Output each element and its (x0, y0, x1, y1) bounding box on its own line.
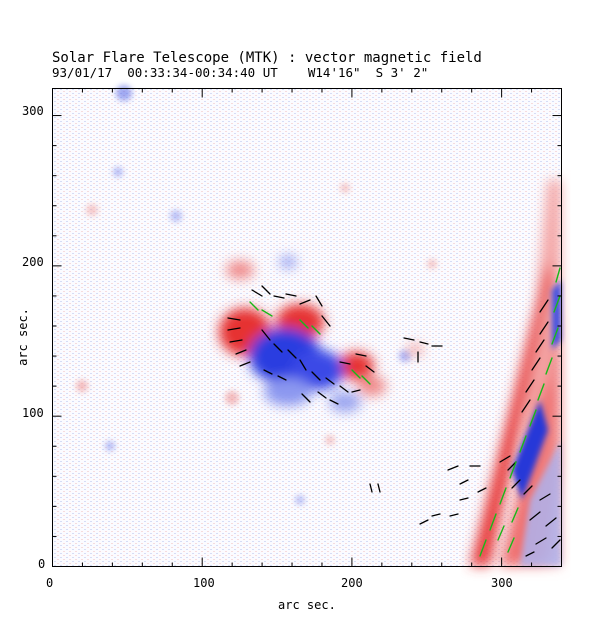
highlight-vectors (249, 267, 561, 557)
x-tick-label: 0 (46, 576, 54, 590)
magnetogram-image (52, 85, 561, 566)
x-tick-label: 200 (341, 576, 363, 590)
transverse-field-vectors (227, 285, 561, 557)
x-tick-label: 100 (193, 576, 215, 590)
y-tick-label: 0 (38, 557, 46, 571)
x-tick-label: 300 (491, 576, 513, 590)
plot-title: Solar Flare Telescope (MTK) : vector mag… (52, 50, 482, 66)
y-axis-label: arc sec. (15, 308, 30, 366)
y-tick-label: 200 (22, 255, 44, 269)
plot-subtitle: 93/01/17 00:33:34-00:34:40 UT W14'16" S … (52, 65, 429, 80)
y-tick-label: 300 (22, 104, 44, 118)
y-tick-label: 100 (22, 406, 44, 420)
x-axis-label: arc sec. (278, 598, 336, 612)
plot-axes (52, 88, 562, 567)
